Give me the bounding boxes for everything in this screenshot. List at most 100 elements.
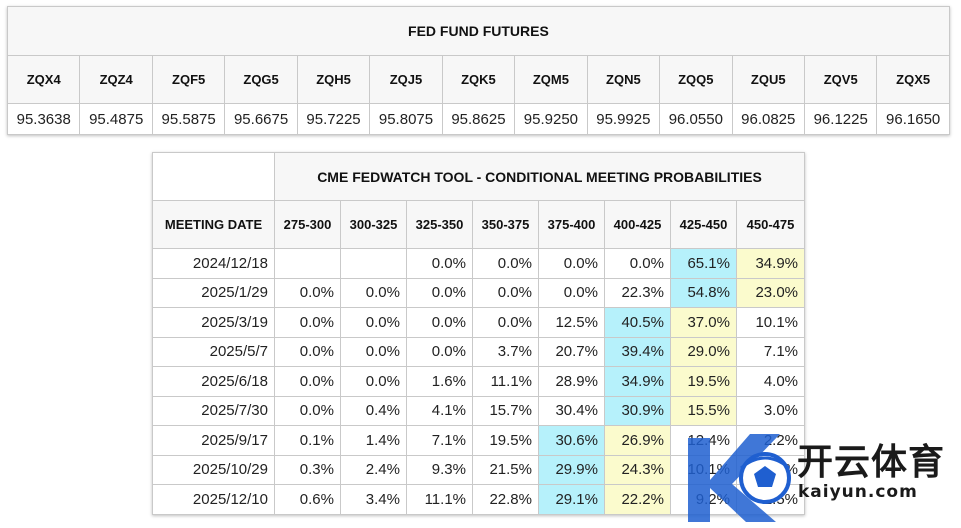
probability-cell: 1.6% (406, 366, 473, 397)
probability-cell: 0.0% (406, 307, 473, 338)
probabilities-title: CME FEDWATCH TOOL - CONDITIONAL MEETING … (273, 152, 806, 201)
rate-range-header: 300-325 (340, 200, 407, 249)
futures-price-cell: 95.6675 (224, 103, 298, 135)
probability-cell: 7.1% (406, 425, 473, 456)
futures-contract-header: ZQU5 (731, 55, 805, 104)
probability-cell: 11.1% (472, 366, 539, 397)
probability-cell: 0.0% (406, 277, 473, 308)
probability-cell: 40.5% (604, 307, 671, 338)
probability-cell: 0.0% (340, 307, 407, 338)
futures-price-cell: 95.4875 (79, 103, 153, 135)
probability-cell: 4.1% (406, 395, 473, 426)
probability-cell: 9.3% (406, 454, 473, 485)
probability-cell: 65.1% (670, 248, 737, 279)
rate-range-header: 375-400 (538, 200, 605, 249)
probability-cell: 1.4% (340, 425, 407, 456)
probability-cell: 15.7% (472, 395, 539, 426)
probability-cell: 30.6% (538, 425, 605, 456)
meeting-row: 2025/6/18 0.0% 0.0% 1.6% 11.1% 28.9% 34.9% 19.5… (152, 366, 806, 397)
probability-cell: 0.0% (406, 336, 473, 367)
futures-price-cell: 95.5875 (151, 103, 226, 135)
probability-cell: 0.0% (274, 395, 341, 426)
probability-cell: 20.7% (538, 336, 605, 367)
probability-cell: 0.0% (274, 336, 341, 367)
futures-contract-header: ZQQ5 (659, 55, 733, 104)
probability-cell: 23.0% (735, 277, 806, 308)
probability-cell: 0.0% (340, 336, 407, 367)
probability-cell: 0.0% (406, 248, 473, 279)
futures-contract-header: ZQZ4 (79, 55, 153, 104)
watermark: 开云体育 kaiyun.com (680, 418, 961, 528)
futures-contract-header: ZQM5 (514, 55, 588, 104)
probability-cell: 3.0% (735, 395, 806, 426)
probability-cell: 0.0% (538, 277, 605, 308)
probability-cell: 19.5% (472, 425, 539, 456)
futures-contract-header: ZQJ5 (369, 55, 443, 104)
futures-contract-header: ZQG5 (224, 55, 298, 104)
futures-price-cell: 95.3638 (6, 103, 81, 135)
probability-cell: 0.0% (472, 248, 539, 279)
probability-cell: 22.8% (472, 484, 539, 515)
futures-price-cell: 96.0550 (659, 103, 733, 135)
meeting-date-cell: 2025/7/30 (152, 395, 275, 426)
probability-cell (340, 248, 407, 279)
rate-range-header: 325-350 (406, 200, 473, 249)
meeting-row: 2025/3/19 0.0% 0.0% 0.0% 0.0% 12.5% 40.5% 37.0%… (152, 307, 806, 338)
probability-cell: 29.0% (670, 336, 737, 367)
futures-price-cell: 95.8625 (441, 103, 516, 135)
probability-cell: 0.0% (538, 248, 605, 279)
meeting-date-cell: 2025/5/7 (152, 336, 275, 367)
futures-contract-header: ZQK5 (441, 55, 516, 104)
probability-cell (274, 248, 341, 279)
futures-price-cell: 96.1225 (803, 103, 878, 135)
probability-cell: 11.1% (406, 484, 473, 515)
probability-cell: 2.4% (340, 454, 407, 485)
futures-contract-header: ZQF5 (151, 55, 226, 104)
meeting-row: 2025/9/170.1%1.4%7.1%19.5%30.6%26.9%12.4… (152, 425, 806, 456)
meeting-date-cell: 2025/10/29 (152, 454, 275, 485)
futures-price-row: 95.3638 95.4875 95.5875 95.6675 95.7225 95.80… (6, 103, 950, 135)
probability-cell: 29.1% (538, 484, 605, 515)
rate-range-header: 350-375 (472, 200, 539, 249)
probability-cell: 10.1% (735, 307, 806, 338)
meeting-probabilities-table: CME FEDWATCH TOOL - CONDITIONAL MEETING … (152, 152, 806, 515)
meeting-row: 2025/1/29 0.0% 0.0% 0.0% 0.0% 0.0% 22.3% 54.8% 2… (152, 277, 806, 308)
rate-range-header: 275-300 (274, 200, 341, 249)
futures-price-cell: 96.1650 (876, 103, 950, 135)
rate-range-header: 425-450 (670, 200, 737, 249)
meeting-row: 2025/5/7 0.0% 0.0% 0.0% 3.7% 20.7% 39.4% 29.0% 7… (152, 336, 806, 367)
probability-cell: 0.0% (274, 307, 341, 338)
futures-contract-header: ZQN5 (586, 55, 661, 104)
probability-cell: 0.6% (274, 484, 341, 515)
probability-cell: 34.9% (735, 248, 806, 279)
probabilities-header-row: MEETING DATE 275-300 300-325 325-350 350-37… (152, 200, 806, 249)
probability-cell: 54.8% (670, 277, 737, 308)
futures-contract-header: ZQH5 (296, 55, 371, 104)
futures-price-cell: 96.0825 (731, 103, 805, 135)
probability-cell: 30.4% (538, 395, 605, 426)
meeting-date-cell: 2025/3/19 (152, 307, 275, 338)
meeting-date-cell: 2024/12/18 (152, 248, 275, 279)
rate-range-header: 450-475 (735, 200, 806, 249)
probability-cell: 4.0% (735, 366, 806, 397)
futures-contract-header: ZQV5 (803, 55, 878, 104)
probability-cell: 29.9% (538, 454, 605, 485)
futures-contract-header: ZQX4 (6, 55, 81, 104)
futures-contract-header: ZQX5 (876, 55, 950, 104)
probability-cell: 0.0% (472, 307, 539, 338)
probability-cell: 37.0% (670, 307, 737, 338)
futures-title: FED FUND FUTURES (7, 6, 950, 56)
meeting-date-header: MEETING DATE (152, 200, 275, 249)
probability-cell: 26.9% (604, 425, 671, 456)
fed-fund-futures-table: FED FUND FUTURES ZQX4 ZQZ4 ZQF5 ZQG5 ZQH5 ZQJ… (6, 6, 950, 135)
futures-contract-row: ZQX4 ZQZ4 ZQF5 ZQG5 ZQH5 ZQJ5 ZQK5 ZQM5 ZQN5 ZQQ5… (6, 55, 950, 104)
rate-range-header: 400-425 (604, 200, 671, 249)
probability-cell: 0.0% (340, 366, 407, 397)
probability-cell: 19.5% (670, 366, 737, 397)
meeting-row: 2024/12/18 0.0% 0.0% 0.0% 0.0% 65.1% 34.9% (152, 248, 806, 279)
probability-cell: 12.5% (538, 307, 605, 338)
probability-cell: 22.2% (604, 484, 671, 515)
probability-cell: 34.9% (604, 366, 671, 397)
probability-cell: 0.0% (340, 277, 407, 308)
probability-cell: 24.3% (604, 454, 671, 485)
